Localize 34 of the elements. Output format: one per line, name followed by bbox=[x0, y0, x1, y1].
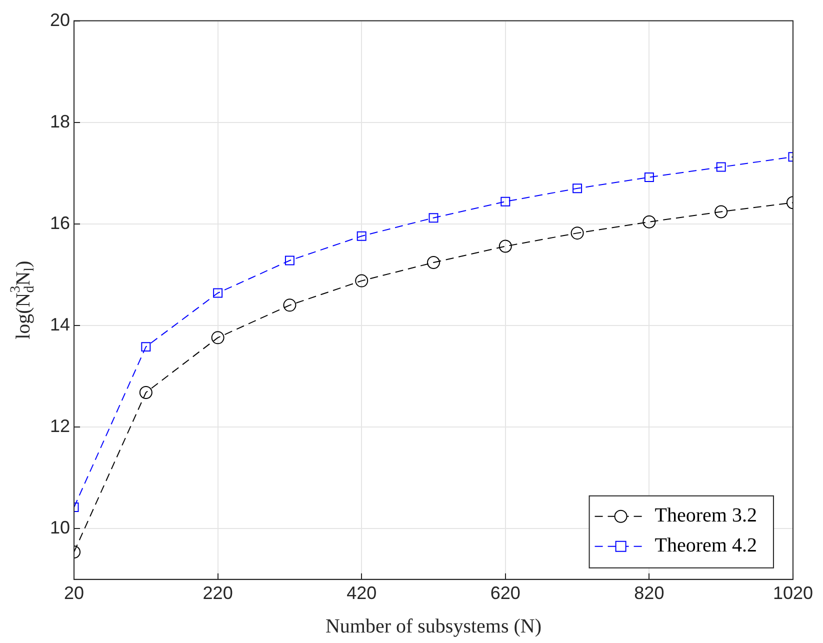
point bbox=[716, 162, 726, 172]
x-tick-label: 20 bbox=[64, 583, 84, 604]
point bbox=[427, 256, 440, 270]
y-tick-label: 10 bbox=[50, 518, 70, 538]
x-tick-label: 620 bbox=[490, 583, 520, 604]
y-tick-label: 16 bbox=[50, 212, 70, 233]
point bbox=[498, 240, 512, 253]
point bbox=[500, 196, 510, 206]
point bbox=[644, 172, 654, 182]
point bbox=[139, 386, 152, 400]
point bbox=[284, 256, 294, 266]
point bbox=[572, 184, 582, 194]
y-tick-label: 14 bbox=[50, 314, 70, 334]
point bbox=[428, 213, 438, 223]
legend-label: Theorem 4.2 bbox=[654, 534, 757, 557]
point bbox=[570, 226, 584, 240]
x-tick-label: 220 bbox=[202, 583, 233, 604]
y-tick-label: 12 bbox=[50, 416, 70, 436]
point bbox=[213, 288, 223, 298]
x-tick-label: 420 bbox=[346, 583, 377, 604]
x-tick-label: 820 bbox=[634, 583, 664, 604]
x-tick-label: 1020 bbox=[772, 583, 813, 604]
point bbox=[642, 215, 656, 228]
point bbox=[356, 231, 366, 241]
point bbox=[714, 205, 728, 218]
y-axis-title: log(Nd3Nl) bbox=[8, 260, 38, 340]
point bbox=[141, 342, 151, 352]
x-axis-title: Number of subsystems (N) bbox=[325, 615, 542, 638]
y-tick-label: 20 bbox=[50, 10, 70, 30]
legend-label: Theorem 3.2 bbox=[654, 504, 757, 527]
point bbox=[211, 331, 224, 344]
point bbox=[355, 274, 368, 288]
y-tick-label: 18 bbox=[50, 111, 70, 132]
point bbox=[283, 298, 296, 312]
